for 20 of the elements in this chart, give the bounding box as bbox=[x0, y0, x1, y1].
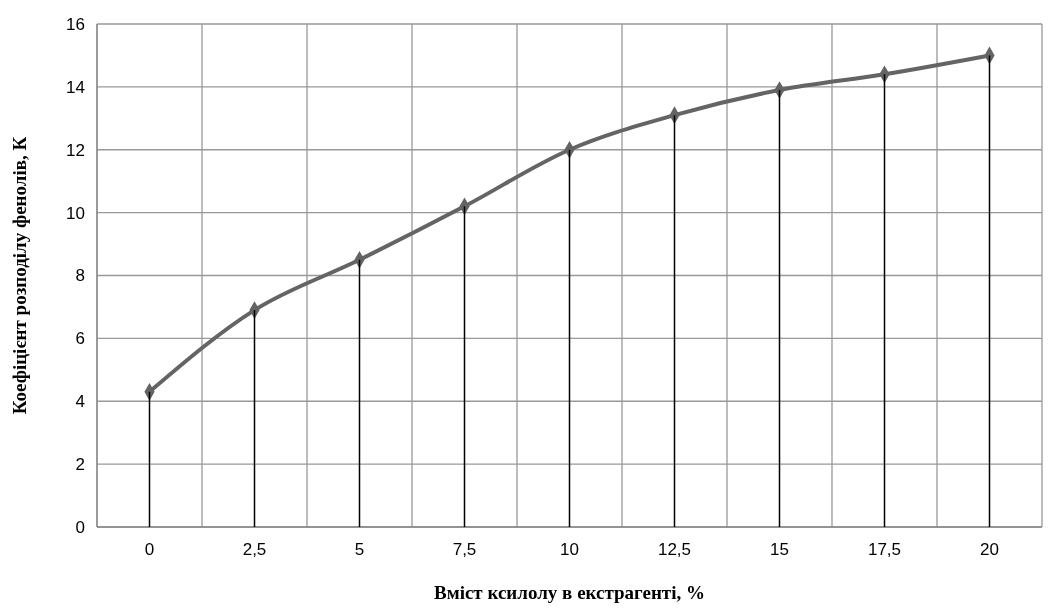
x-tick-label: 12,5 bbox=[657, 540, 692, 559]
x-tick-label: 15 bbox=[770, 540, 789, 559]
x-tick-label: 20 bbox=[980, 540, 999, 559]
x-axis-title: Вміст ксилолу в екстрагенті, % bbox=[434, 582, 705, 603]
y-tick-label: 16 bbox=[66, 14, 85, 34]
y-tick-label: 12 bbox=[66, 140, 85, 160]
x-tick-label: 5 bbox=[354, 540, 365, 559]
x-tick-label: 0 bbox=[144, 540, 155, 559]
y-tick-label: 6 bbox=[75, 329, 85, 349]
y-tick-label: 14 bbox=[66, 77, 85, 97]
y-tick-label: 8 bbox=[75, 266, 85, 286]
x-tick-label: 2,5 bbox=[242, 540, 267, 559]
x-tick-label: 10 bbox=[560, 540, 579, 559]
x-tick-label: 17,5 bbox=[867, 540, 902, 559]
y-tick-label: 4 bbox=[75, 392, 85, 412]
y-tick-label: 0 bbox=[75, 517, 85, 537]
y-axis-title: Коефіцієнт розподілу фенолів, К bbox=[9, 136, 30, 415]
y-tick-label: 10 bbox=[66, 203, 85, 223]
x-tick-label: 7,5 bbox=[452, 540, 477, 559]
y-tick-label: 2 bbox=[75, 455, 85, 475]
